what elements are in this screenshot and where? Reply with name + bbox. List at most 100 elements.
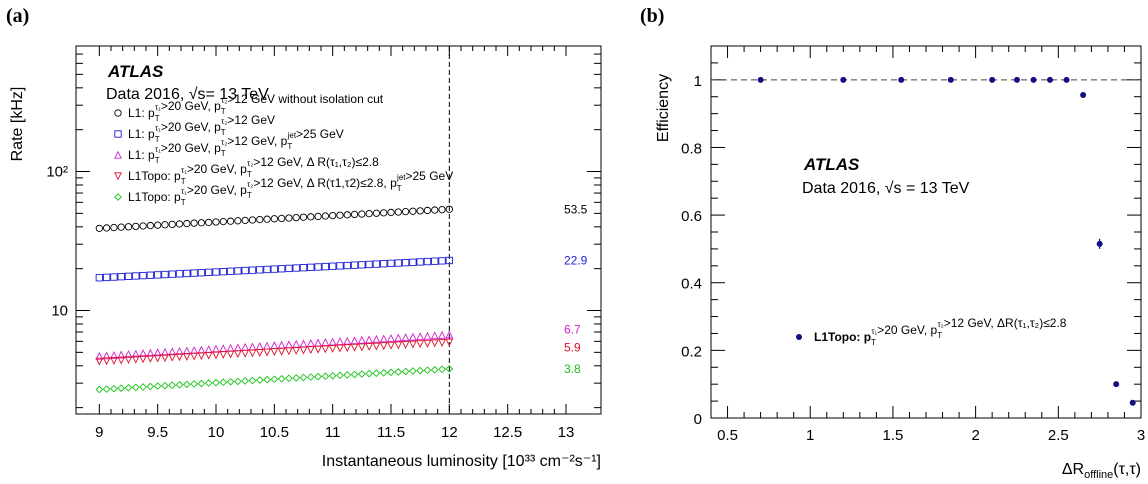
data-point-a [153, 354, 162, 363]
data-point-a [226, 343, 235, 352]
data-point-a [102, 351, 111, 360]
data-point-a [329, 262, 337, 270]
data-point-a [161, 354, 169, 363]
data-point-a [365, 209, 373, 218]
data-point-a [408, 340, 417, 349]
data-point-a [284, 340, 293, 349]
data-point-a [190, 352, 199, 361]
data-point-b [757, 76, 764, 83]
data-point-a [438, 257, 446, 265]
end-value-label-a: 6.7 [564, 323, 581, 337]
data-point-a [277, 347, 286, 356]
data-point-a [226, 350, 235, 359]
data-point-a [183, 269, 191, 278]
x-tick-label-a: 10 [208, 424, 225, 441]
data-point-a [285, 214, 293, 222]
y-tick-label-b: 0.8 [681, 140, 702, 157]
data-point-a [431, 206, 439, 214]
data-point-a [343, 344, 352, 353]
data-point-a [241, 377, 250, 385]
end-value-label-a: 53.5 [564, 202, 588, 216]
x-tick-label-b: 2 [971, 427, 979, 444]
data-point-a [197, 345, 206, 354]
data-point-a [277, 214, 286, 223]
data-point-a [299, 213, 308, 221]
data-point-a [212, 344, 220, 353]
data-label-a: Data 2016, √s= 13 TeV [106, 86, 269, 103]
data-point-a [248, 216, 257, 224]
atlas-label-a: ATLAS [107, 62, 164, 81]
data-point-a [299, 346, 308, 355]
data-point-a [234, 377, 242, 386]
data-point-a [154, 271, 162, 279]
data-point-b [1063, 76, 1070, 83]
legend-marker-a [114, 193, 122, 201]
data-point-a [190, 380, 198, 388]
data-point-a [314, 372, 322, 381]
x-tick-label-b: 0.5 [717, 427, 738, 444]
data-point-a [161, 270, 169, 279]
data-point-a [212, 268, 220, 276]
data-point-a [401, 341, 410, 349]
data-point-a [263, 215, 271, 223]
legend-entry-a: L1: pTτ₁>20 GeV, pTτ₂>12 GeV without iso… [128, 92, 384, 123]
data-point-a [255, 376, 264, 384]
data-point-a [336, 371, 344, 380]
data-point-b [1113, 381, 1120, 388]
data-point-a [423, 206, 432, 215]
data-point-a [285, 374, 293, 383]
data-point-a [445, 205, 453, 213]
plot-frame-a [75, 45, 602, 415]
data-point-a [212, 218, 220, 226]
x-tick-label-a: 11.5 [377, 424, 405, 441]
data-point-a [321, 262, 330, 271]
data-point-a [241, 266, 249, 275]
end-value-label-a: 3.8 [564, 362, 581, 376]
data-point-a [416, 366, 425, 375]
data-point-a [445, 256, 453, 265]
data-point-a [219, 378, 228, 387]
x-tick-label-a: 12.5 [493, 424, 522, 441]
data-point-a [401, 208, 410, 216]
data-point-a [307, 263, 315, 271]
data-point-a [416, 332, 425, 341]
data-point-a [423, 331, 432, 340]
x-tick-label-b: 1 [806, 427, 814, 444]
data-point-a [248, 342, 257, 351]
x-tick-label-b: 3 [1137, 427, 1145, 444]
x-tick-label-a: 12 [441, 424, 458, 441]
data-point-a [131, 349, 140, 358]
data-point-a [387, 259, 395, 268]
data-point-a [430, 339, 439, 348]
plot-frame-b [710, 45, 1142, 419]
data-point-a [358, 261, 366, 269]
legend-entry-a: L1: pTτ₁>20 GeV, pTτ₂>12 GeV [128, 113, 275, 144]
data-point-a [124, 356, 133, 365]
data-point-a [219, 267, 227, 276]
data-point-a [343, 336, 352, 345]
data-point-a [233, 350, 242, 359]
data-point-a [445, 330, 454, 339]
data-point-a [387, 368, 395, 377]
data-point-a [109, 356, 118, 365]
data-point-a [285, 264, 293, 273]
data-point-a [277, 374, 286, 383]
data-point-a [336, 337, 344, 346]
data-point-a [357, 343, 366, 352]
data-point-a [372, 209, 381, 217]
data-point-a [343, 371, 352, 379]
data-point-a [197, 379, 206, 388]
legend-entry-a: L1Topo: pTτ₁>20 GeV, pTτ₂>12 GeV, Δ R(τ₁… [128, 155, 379, 186]
data-point-a [408, 332, 417, 341]
data-point-a [190, 269, 198, 277]
y-tick-label-a: 10² [46, 164, 68, 181]
data-point-a [219, 217, 227, 226]
x-tick-label-a: 10.5 [260, 424, 289, 441]
data-point-a [270, 348, 279, 357]
data-point-b [1080, 92, 1087, 99]
data-point-a [139, 271, 147, 280]
data-point-a [321, 338, 330, 346]
data-point-b [1030, 76, 1037, 83]
data-point-a [409, 258, 417, 266]
data-point-a [219, 351, 228, 359]
